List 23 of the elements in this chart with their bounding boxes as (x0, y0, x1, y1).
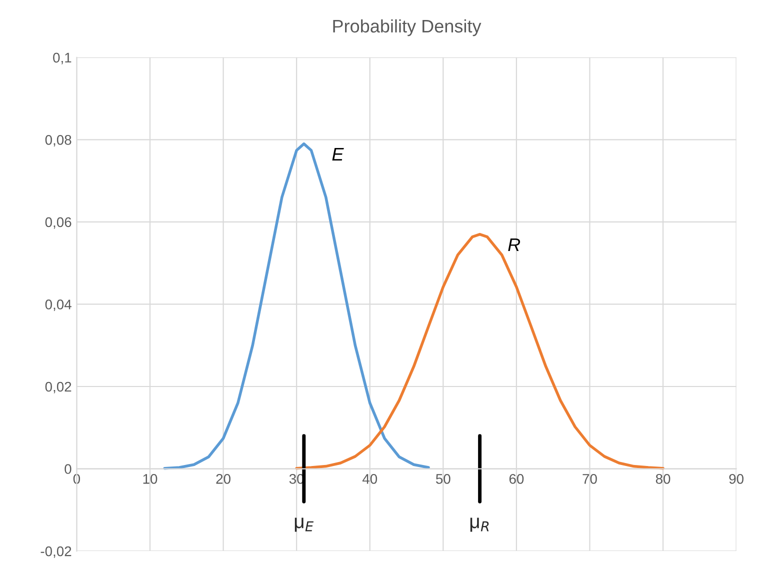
x-tick-label: 80 (656, 474, 670, 484)
x-tick-label: 60 (509, 474, 524, 484)
x-tick-label: 10 (143, 474, 158, 484)
x-tick-label: 40 (362, 474, 378, 484)
y-tick-label: 0,1 (53, 52, 72, 64)
y-tick-label: -0,02 (40, 546, 72, 558)
x-tick-label: 20 (216, 474, 230, 484)
y-tick-label: 0 (64, 464, 72, 474)
x-tick-label: 70 (582, 474, 597, 484)
series-label: R (508, 238, 520, 251)
ref-line-label: μ$_{R}$ (470, 518, 489, 532)
y-tick-label: 0,06 (45, 217, 72, 229)
line-series (295, 232, 664, 470)
x-tick-label: 90 (729, 474, 744, 484)
x-tick-label: 50 (436, 474, 450, 484)
x-tick-label: 0 (73, 474, 80, 484)
y-tick-label: 0,02 (45, 382, 72, 394)
y-tick-label: 0,08 (45, 135, 72, 146)
series-label: E (332, 148, 344, 160)
y-tick-label: 0,04 (45, 300, 72, 312)
chart-title: Probability Density (333, 19, 482, 36)
line-series (163, 142, 430, 470)
ref-line-label: μ$_{E}$ (294, 518, 314, 532)
